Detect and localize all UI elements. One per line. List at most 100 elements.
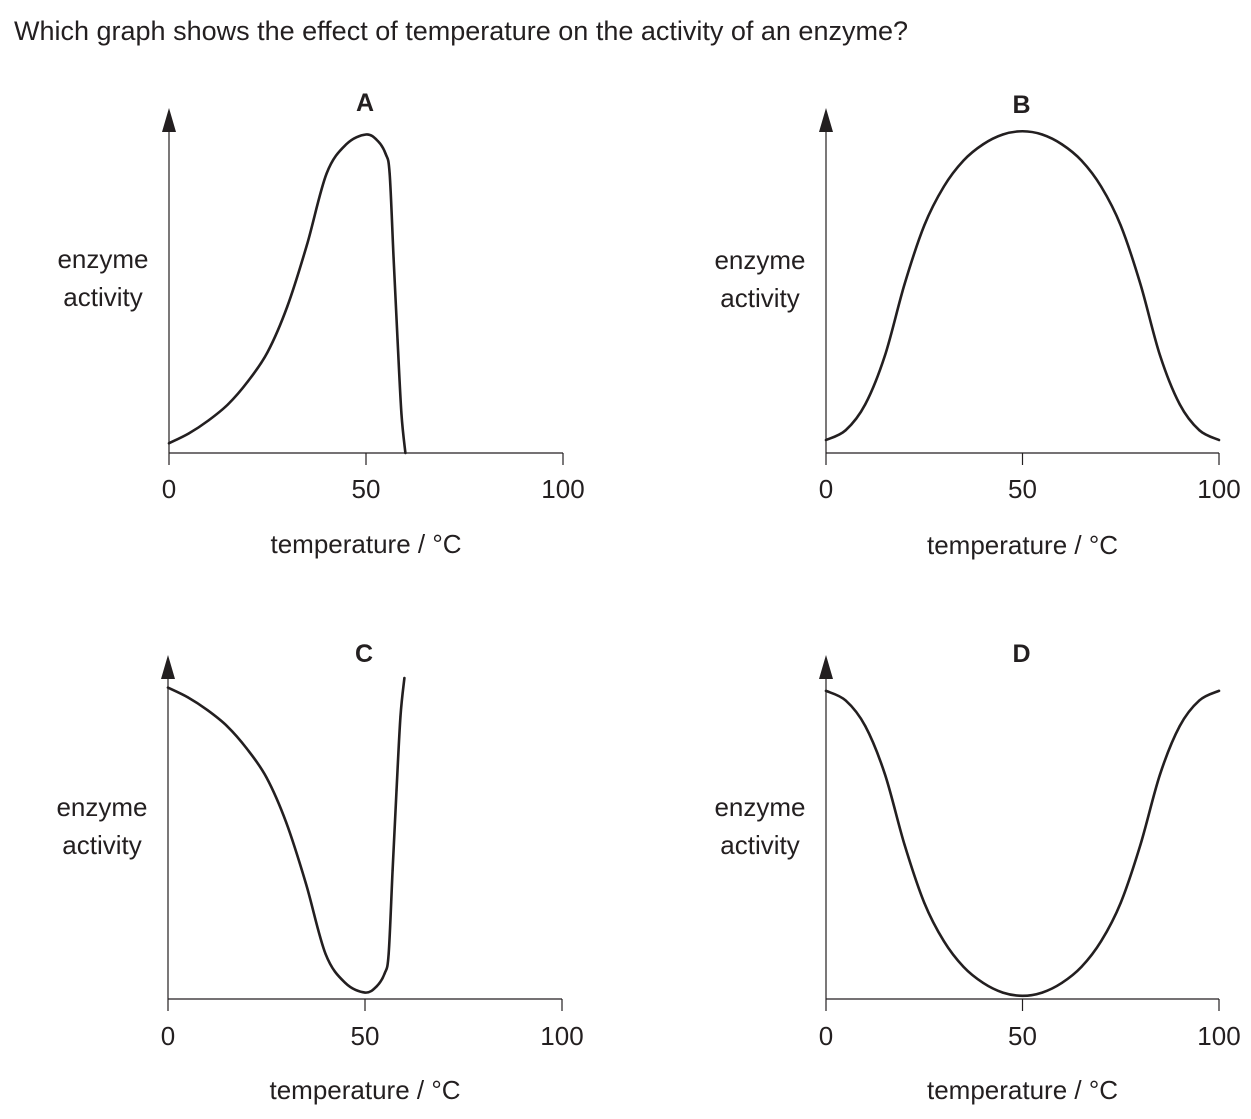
data-point [1158,773,1162,776]
data-point [392,256,395,260]
x-axis-label: temperature / °C [927,1075,1118,1105]
data-point [982,981,985,985]
x-tick-label: 0 [819,474,833,504]
data-point [285,821,288,824]
data-point [227,403,230,406]
data-point [962,965,965,969]
x-tick-label: 100 [541,474,584,504]
data-point [387,952,390,956]
data-point [363,991,367,994]
data-point [1080,159,1083,162]
data-point [962,159,965,162]
data-point [1178,403,1181,406]
data-point [942,940,946,943]
data-point [1041,133,1044,136]
data-point [245,747,248,750]
y-axis-label: enzyme activity [57,244,148,312]
data-point [396,338,399,341]
panel-letter: B [1012,91,1030,119]
y-axis-label-line: activity [720,283,799,313]
data-point [399,715,402,718]
y-axis-label-line: activity [62,830,141,860]
data-point [364,133,368,136]
data-point [166,686,170,689]
data-point [824,438,828,442]
x-tick-label: 50 [351,1021,380,1051]
data-point [1198,429,1201,432]
data-point [304,882,307,885]
activity-curve-b [824,129,1221,442]
data-point [395,789,398,792]
data-point [400,412,403,416]
data-point [1217,689,1221,692]
data-point [384,152,387,156]
data-point [1198,699,1201,702]
data-point [1100,940,1103,943]
data-point [1217,438,1221,442]
y-axis-label: enzyme activity [714,245,805,313]
panel-letter: D [1012,640,1030,668]
data-point [903,282,906,286]
y-axis-label-line: enzyme [57,244,148,274]
data-point [226,725,229,728]
panel-letter: C [355,640,373,668]
data-point [864,403,867,406]
data-point [266,351,269,354]
activity-curve-d [824,689,1221,998]
x-tick-label: 50 [1008,1021,1037,1051]
data-point [167,442,171,445]
y-axis-label-line: enzyme [56,792,147,822]
question-text: Which graph shows the effect of temperat… [14,16,908,46]
data-point [1060,981,1063,985]
graph-panel-b: B 0 50 100 enzyme activity temperature / °C [714,91,1240,560]
data-point [383,972,386,975]
data-point [1021,994,1024,997]
data-point [376,139,379,143]
data-point [864,725,867,728]
data-point [923,901,926,904]
data-point [344,981,347,985]
data-point [1001,991,1004,994]
x-tick-label: 0 [819,1021,833,1051]
data-point [305,243,308,247]
data-point [186,696,189,699]
data-point [1041,991,1044,994]
data-point [923,224,926,227]
y-axis-arrowhead-icon [162,108,176,132]
data-point [1119,224,1122,227]
data-point [1021,130,1024,133]
data-point [883,773,887,776]
data-point [265,776,268,779]
y-axis-label-line: activity [63,282,142,312]
data-point [246,380,249,383]
data-point [1100,185,1103,188]
data-point [844,699,847,702]
y-axis-label: enzyme activity [56,792,147,860]
x-tick-label: 100 [1197,1021,1240,1051]
graph-panel-d: D 0 50 100 enzyme activity temperature / °C [714,640,1240,1105]
data-point [942,185,946,188]
x-tick-label: 50 [1008,474,1037,504]
y-axis-arrowhead-icon [819,108,833,132]
y-axis-label-line: activity [720,830,799,860]
data-point [391,869,394,872]
y-axis-arrowhead-icon [819,655,833,679]
y-axis-label-line: enzyme [714,245,805,275]
data-point [403,676,406,680]
data-point [982,143,985,146]
data-point [286,305,289,308]
data-point [1119,901,1122,904]
data-point [883,354,887,357]
panel-letter: A [356,89,374,117]
x-axis-label: temperature / °C [270,529,461,559]
data-point [1158,354,1162,357]
y-axis-label-line: enzyme [714,792,805,822]
activity-curve-a [167,133,407,455]
data-point [206,709,209,712]
x-tick-label: 0 [162,474,176,504]
y-axis-arrowhead-icon [161,655,175,679]
activity-curve-c [166,676,406,994]
graph-panel-c: C 0 50 100 enzyme activity temperature / °C [56,640,583,1105]
data-point [1060,143,1063,146]
